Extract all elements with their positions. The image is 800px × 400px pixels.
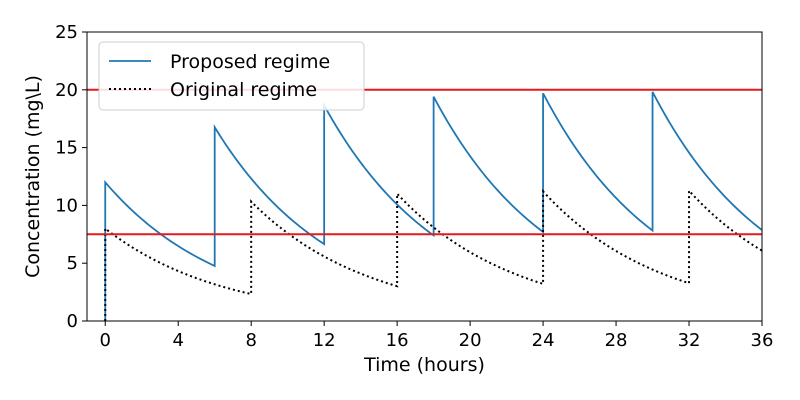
x-tick-label: 20	[459, 330, 482, 351]
x-tick-label: 32	[678, 330, 701, 351]
x-tick-label: 8	[245, 330, 256, 351]
series-line-proposed-regime	[104, 91, 762, 321]
x-tick-label: 28	[605, 330, 628, 351]
y-axis-label: Concentration (mg\L)	[22, 75, 44, 278]
axes: 0 4 8 12 16 20 24 28 32 36 0 5 10 15 20 25	[55, 22, 773, 351]
x-tick-label: 36	[751, 330, 774, 351]
y-tick-label: 25	[55, 22, 78, 43]
y-tick-label: 5	[67, 253, 78, 274]
y-tick-label: 20	[55, 80, 78, 101]
series-line-original-regime	[104, 188, 762, 321]
legend: Proposed regime Original regime	[98, 41, 365, 111]
x-axis-label: Time (hours)	[363, 354, 485, 376]
legend-box	[98, 41, 365, 111]
y-tick-label: 10	[55, 195, 78, 216]
x-tick-label: 16	[386, 330, 409, 351]
y-tick-label: 0	[67, 311, 78, 332]
x-tick-label: 4	[172, 330, 183, 351]
x-tick-label: 0	[100, 330, 111, 351]
plot-area	[87, 88, 762, 321]
legend-label: Original regime	[170, 79, 317, 101]
plot-clip-group	[87, 88, 762, 321]
legend-label: Proposed regime	[170, 51, 330, 73]
x-tick-label: 12	[313, 330, 336, 351]
axes-frame	[86, 31, 763, 322]
x-tick-label: 24	[532, 330, 555, 351]
y-tick-label: 15	[55, 138, 78, 159]
